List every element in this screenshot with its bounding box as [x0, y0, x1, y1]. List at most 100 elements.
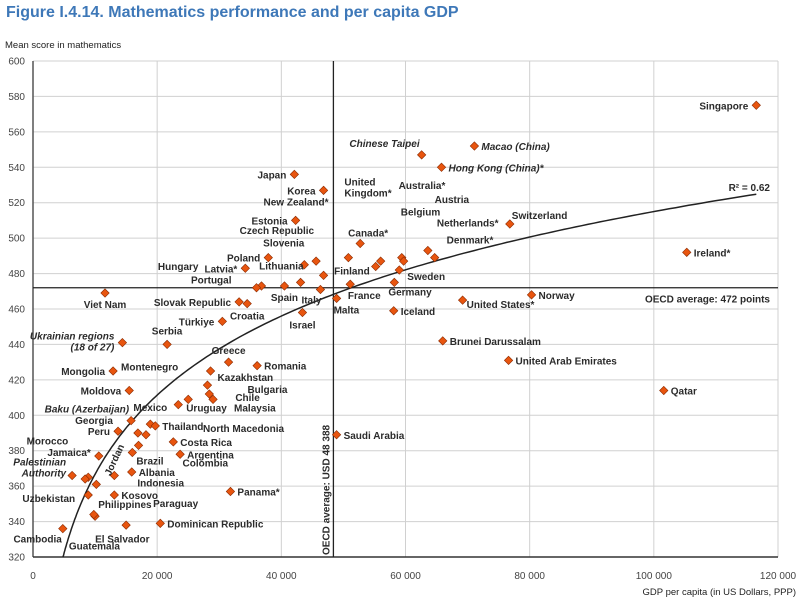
y-tick-label: 340: [8, 517, 25, 528]
point-label: Uzbekistan: [22, 494, 75, 505]
point-label: Mexico: [133, 403, 167, 414]
data-point: [242, 299, 252, 309]
point-label: North Macedonia: [203, 424, 285, 435]
figure-title: Figure I.4.14. Mathematics performance a…: [6, 4, 459, 21]
data-point: [109, 470, 119, 481]
point-label: United Kingdom*: [344, 178, 391, 200]
trend-line: [62, 193, 757, 558]
point-label: Moldova: [81, 386, 122, 397]
data-point: [436, 162, 447, 172]
y-tick-label: 320: [8, 553, 25, 564]
point-label: Lithuania: [259, 261, 304, 272]
y-axis-label: Mean score in mathematics: [5, 40, 121, 51]
data-point: [318, 270, 329, 280]
oecd-average-gdp-label: OECD average: USD 48 388: [321, 424, 332, 555]
data-point: [376, 256, 386, 266]
point-label: Viet Nam: [84, 300, 127, 311]
point-label: Saudi Arabia: [344, 431, 405, 442]
point-label: Montenegro: [121, 363, 178, 374]
point-label: Netherlands*: [437, 219, 499, 230]
data-point: [438, 336, 448, 346]
data-point: [394, 265, 404, 275]
data-point: [168, 437, 178, 447]
x-tick-label: 0: [30, 571, 36, 582]
point-label: Baku (Azerbaijan): [45, 405, 130, 416]
point-label: Korea: [287, 186, 316, 197]
data-point: [121, 520, 131, 530]
x-tick-label: 120 000: [760, 571, 797, 582]
data-point: [318, 185, 329, 195]
x-tick-label: 20 000: [142, 571, 173, 582]
point-label: Colombia: [183, 458, 229, 469]
y-tick-label: 560: [8, 127, 25, 138]
data-point: [331, 293, 342, 303]
point-label: France: [348, 291, 381, 302]
x-tick-label: 100 000: [636, 571, 673, 582]
data-point: [127, 467, 137, 477]
point-label: Indonesia: [137, 479, 184, 490]
data-point: [162, 339, 172, 350]
x-tick-label: 80 000: [514, 571, 545, 582]
point-label: New Zealand*: [264, 197, 329, 208]
data-point: [315, 284, 326, 295]
data-point: [371, 261, 381, 272]
y-tick-label: 600: [8, 57, 25, 68]
point-label: Spain: [271, 293, 298, 304]
data-point: [399, 256, 409, 266]
data-point: [503, 355, 514, 365]
data-point: [117, 338, 128, 348]
data-point: [252, 361, 262, 371]
point-label: Türkiye: [179, 317, 215, 328]
point-label: Canada*: [348, 228, 388, 239]
point-label: Singapore: [699, 101, 748, 112]
data-point: [155, 518, 165, 528]
data-point: [251, 283, 262, 293]
data-point: [109, 490, 119, 500]
point-label: Kazakhstan: [218, 373, 274, 384]
point-label: Guatemala: [69, 541, 121, 552]
point-label: Czech Republic: [240, 226, 315, 237]
y-tick-label: 520: [8, 198, 25, 209]
point-label: Poland: [227, 254, 260, 265]
data-point: [389, 306, 399, 316]
y-tick-label: 580: [8, 92, 25, 103]
x-axis-label: GDP per capita (in US Dollars, PPP): [643, 587, 796, 598]
data-point: [469, 141, 480, 151]
point-label: Albania: [139, 468, 176, 479]
point-label: Costa Rica: [180, 438, 232, 449]
data-point: [127, 447, 137, 458]
point-label: Norway: [539, 291, 576, 302]
data-point: [430, 253, 440, 263]
point-label: Ukrainian regions (18 of 27): [30, 332, 115, 354]
point-label: Brazil: [136, 456, 163, 467]
data-point: [133, 440, 144, 451]
y-tick-label: 480: [8, 269, 25, 280]
data-point: [295, 277, 306, 288]
y-tick-label: 440: [8, 340, 25, 351]
y-tick-label: 460: [8, 305, 25, 316]
data-point: [234, 297, 244, 307]
data-point: [202, 380, 213, 390]
point-label: Greece: [212, 346, 246, 357]
data-point: [682, 247, 692, 257]
data-point: [240, 263, 250, 273]
data-point: [659, 385, 669, 396]
data-point: [58, 524, 68, 534]
oecd-average-score-label: OECD average: 472 points: [645, 295, 770, 306]
data-point: [223, 357, 234, 367]
y-tick-label: 360: [8, 482, 25, 493]
data-point: [133, 428, 143, 438]
point-label: Estonia: [251, 216, 288, 227]
data-point: [67, 470, 77, 481]
point-label: Thailand: [162, 422, 203, 433]
data-point: [205, 366, 216, 376]
point-label: Iceland: [401, 307, 435, 318]
point-label: Brunei Darussalam: [450, 337, 541, 348]
point-label: Austria: [435, 195, 470, 206]
point-label: Jamaica*: [47, 448, 90, 459]
point-label: Chile: [235, 393, 260, 404]
data-point: [289, 169, 299, 179]
point-label: Italy: [301, 296, 321, 307]
data-point: [457, 295, 468, 305]
point-label: Hungary: [158, 262, 199, 273]
